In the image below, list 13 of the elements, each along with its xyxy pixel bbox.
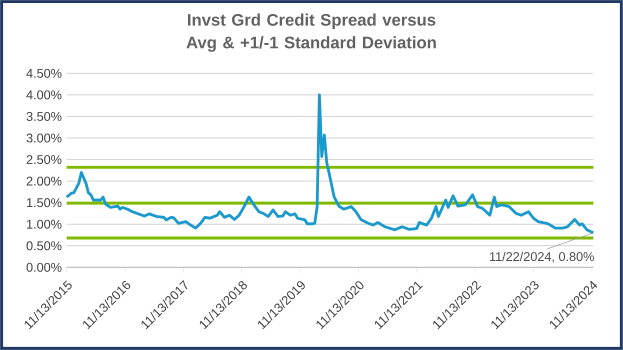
y-tick-label: 2.50% (26, 155, 62, 164)
y-tick-label: 1.50% (27, 198, 62, 208)
chart-title: Invst Grd Credit Spread versus Avg & +1/-1 Standard Deviation (186, 14, 436, 52)
y-tick-label: 4.50% (26, 68, 62, 78)
y-tick-label: 0.50% (26, 241, 62, 250)
y-tick-label: 4.00% (26, 90, 62, 100)
line-series (65, 93, 595, 234)
y-tick-label: 2.00% (26, 176, 62, 186)
annotation: 11/22/2024, 0.80% (490, 252, 594, 263)
y-tick-label: 3.00% (26, 134, 62, 142)
y-tick-label: 3.50% (26, 112, 62, 121)
y-tick-label: 0.00% (26, 262, 62, 272)
y-tick-label: 1.00% (27, 220, 62, 229)
